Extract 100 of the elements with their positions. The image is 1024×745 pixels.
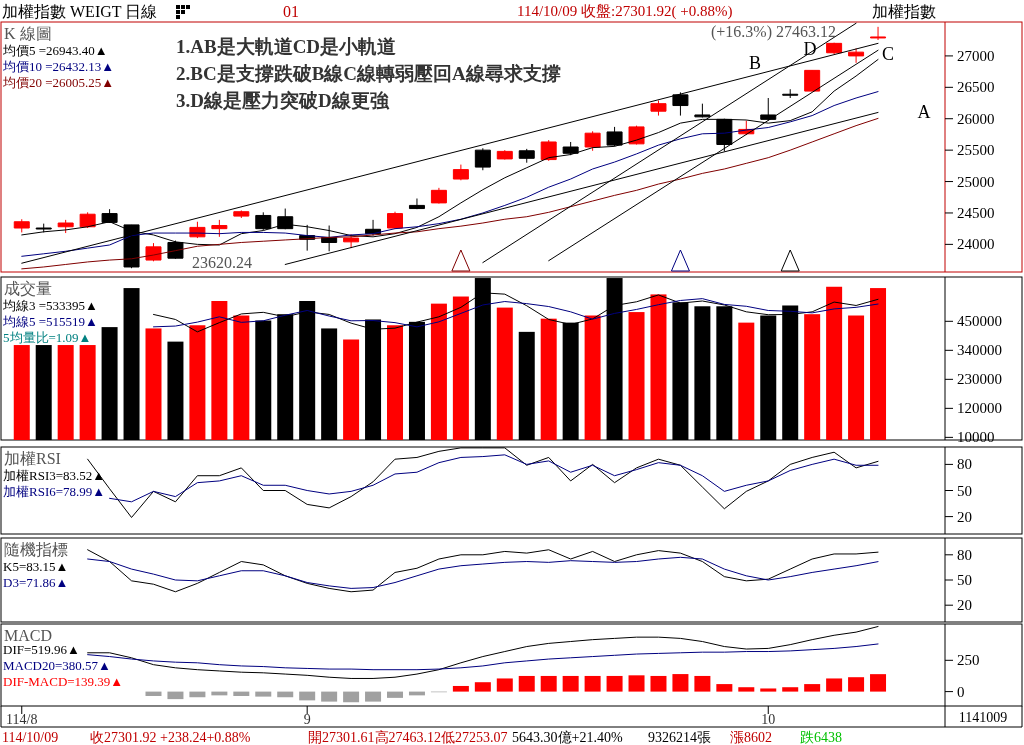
text: 均價10 =26432.13▲ (2, 58, 115, 74)
text: 加權指數 (872, 2, 936, 20)
text: 均線5 =515519▲ (2, 313, 98, 329)
candlestick (518, 148, 535, 164)
candlestick (430, 187, 447, 205)
chart-title: 成交量 (4, 279, 52, 297)
y-tick-label: 450000 (957, 313, 1002, 330)
chart-title: 隨機指標 (4, 540, 68, 558)
line-series (21, 117, 879, 270)
candlestick (672, 91, 689, 117)
line-series (87, 549, 879, 593)
y-tick-label: 230000 (957, 371, 1002, 388)
x-tick-label: 10 (761, 711, 776, 727)
candlestick (408, 198, 425, 210)
series-label: DIF=519.96▲ (3, 641, 80, 657)
chart-title: K 線圖 (4, 24, 52, 42)
bar (848, 677, 865, 692)
bar (650, 294, 667, 440)
annotation: B (748, 53, 762, 73)
bar (804, 684, 821, 692)
text: 均價5 =26943.40▲ (2, 42, 108, 58)
bar (343, 339, 360, 440)
y-tick-label: 26000 (957, 110, 995, 127)
text: 01 (283, 2, 299, 20)
text: A (917, 102, 931, 122)
bar (496, 307, 513, 440)
candlestick (496, 149, 513, 161)
text: 均線3 =533395▲ (2, 297, 98, 313)
bar (562, 675, 579, 692)
candlestick (804, 69, 821, 92)
bar (826, 678, 843, 692)
bar (233, 315, 250, 440)
y-tick-label: 120000 (957, 400, 1002, 417)
text: 5643.30億+21.40% (512, 729, 623, 745)
y-tick-label: 27000 (957, 47, 995, 64)
series-label: MACD20=380.57▲ (3, 657, 111, 673)
text: 均價20 =26005.25▲ (2, 74, 115, 90)
text: 1141009 (958, 709, 1008, 725)
bar (672, 674, 689, 692)
series-label: 加權RSI6=78.99▲ (3, 483, 106, 499)
bar (584, 675, 601, 692)
bar (760, 688, 777, 692)
annotation: 5均量比=1.09▲ (3, 329, 92, 345)
candlestick (694, 103, 711, 118)
bar (13, 345, 30, 440)
y-tick-label: 50 (957, 482, 972, 499)
bar (387, 325, 404, 440)
candlestick (79, 211, 96, 229)
y-tick-label: 80 (957, 456, 972, 473)
y-tick-label: 50 (957, 572, 972, 588)
series-label: DIF-MACD=139.39▲ (3, 673, 124, 689)
annotation: 3.D線是壓力突破D線更強 (176, 89, 390, 111)
bar (848, 315, 865, 440)
y-tick-label: 0 (957, 683, 965, 700)
bar (650, 675, 667, 692)
chart-title: 加權RSI (4, 449, 61, 467)
bar (452, 296, 469, 440)
y-tick-label: 20 (957, 597, 972, 614)
bar (628, 312, 645, 440)
bar (518, 675, 535, 692)
candlestick (760, 97, 777, 122)
candlestick (255, 211, 272, 231)
y-tick-label: 20 (957, 508, 972, 525)
bar (233, 691, 250, 696)
text: 9326214張 (648, 729, 711, 745)
text: 加權指數 WEIGT 日線 (2, 2, 158, 20)
bar (189, 325, 206, 440)
bar (694, 675, 711, 692)
x-tick-label: 114/8 (6, 711, 38, 727)
bar (870, 288, 887, 440)
bar (57, 345, 74, 440)
bar (387, 691, 404, 698)
bar (343, 691, 360, 703)
text: 114/10/09 (2, 729, 59, 745)
candlestick (540, 139, 557, 162)
candlestick (57, 219, 74, 234)
y-tick-label: 340000 (957, 342, 1002, 359)
candlestick (782, 88, 799, 99)
text: 收27301.92 +238.24+0.88% (90, 729, 251, 745)
bar (826, 286, 843, 440)
bar (716, 684, 733, 692)
y-tick-label: 26500 (957, 79, 995, 96)
bar (870, 674, 887, 692)
line-series (109, 454, 879, 503)
y-tick-label: 25500 (957, 142, 995, 159)
line-series (87, 556, 879, 589)
y-tick-label: 10000 (957, 429, 995, 446)
candlestick (13, 218, 30, 233)
bar (474, 682, 491, 692)
text: 跌6438 (800, 729, 842, 745)
line-series (21, 91, 879, 257)
series-label: D3=71.86▲ (3, 574, 69, 590)
candlestick (387, 211, 404, 230)
text: 114/10/09 收盤:27301.92( +0.88%) (517, 3, 733, 20)
bar (430, 303, 447, 440)
y-tick-label: 250 (957, 652, 980, 669)
candlestick (650, 100, 667, 117)
candlestick (35, 223, 52, 233)
bar (496, 678, 513, 692)
annotation: 2.BC是支撐跌破B線C線轉弱壓回A線尋求支撐 (176, 62, 561, 84)
